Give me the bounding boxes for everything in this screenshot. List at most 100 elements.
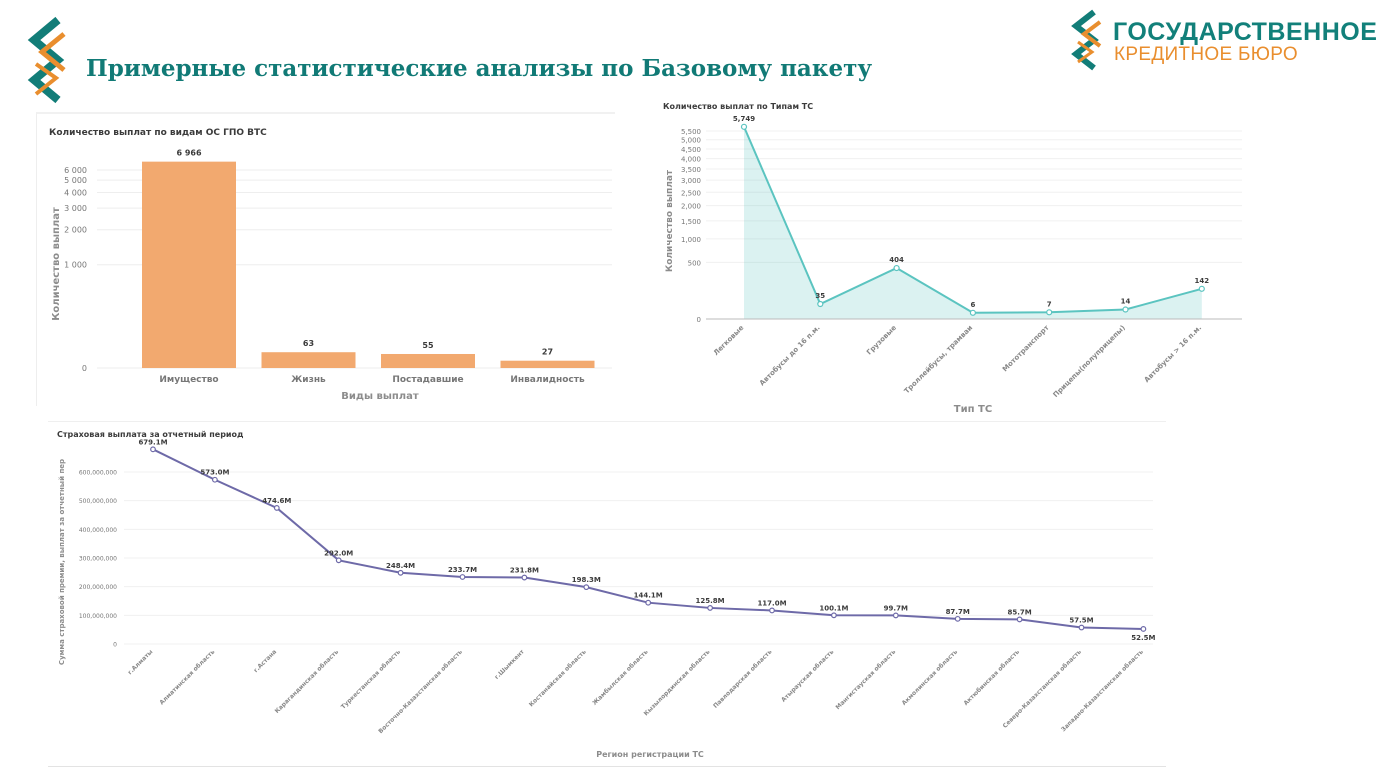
y-tick-label: 1 000 xyxy=(64,261,87,270)
y-tick-label: 0 xyxy=(82,364,87,373)
x-axis-label: Виды выплат xyxy=(341,391,419,402)
x-tick-label: Имущество xyxy=(159,375,218,385)
brand-name-line2: КРЕДИТНОЕ БЮРО xyxy=(1114,44,1298,65)
data-label: 27 xyxy=(542,348,553,357)
y-tick-label: 600,000,000 xyxy=(79,470,117,477)
data-label: 679.1M xyxy=(138,438,167,446)
data-point xyxy=(707,605,713,611)
data-point xyxy=(521,574,528,581)
x-tick-label: Легковые xyxy=(712,324,746,358)
x-tick-label: Акмолинская область xyxy=(901,648,960,707)
y-tick-label: 400,000,000 xyxy=(79,527,117,534)
y-tick-label: 500 xyxy=(688,259,701,267)
y-tick-label: 2,000 xyxy=(681,203,701,211)
x-tick-label: Карагандинская область xyxy=(274,648,341,715)
data-label: 233.7M xyxy=(448,566,477,574)
y-tick-label: 4,500 xyxy=(681,146,701,154)
data-point xyxy=(1078,624,1085,631)
y-tick-label: 500,000,000 xyxy=(79,498,117,505)
data-label: 57.5M xyxy=(1069,617,1093,625)
chart-title: Количество выплат по Типам ТС xyxy=(663,102,813,111)
y-axis-label: Количество выплат xyxy=(51,207,62,321)
data-label: 404 xyxy=(889,256,904,264)
logo-mark xyxy=(22,14,74,110)
data-label: 87.7M xyxy=(946,608,970,616)
y-tick-label: 4 000 xyxy=(64,188,87,197)
bar xyxy=(142,161,236,368)
data-label: 198.3M xyxy=(572,576,601,584)
data-label: 99.7M xyxy=(884,604,908,612)
y-axis-label: Количество выплат xyxy=(665,169,675,272)
y-tick-label: 1,500 xyxy=(681,218,701,226)
brand-mark-icon xyxy=(1071,9,1102,71)
x-tick-label: Жамбылская область xyxy=(591,648,649,706)
data-label: 6 966 xyxy=(176,149,201,158)
data-point xyxy=(1046,309,1053,316)
data-label: 35 xyxy=(815,292,825,300)
x-tick-label: Прицепы(полуприцепы) xyxy=(1052,324,1127,399)
chart-payouts-by-vehicle: Количество выплат по Типам ТС Количество… xyxy=(620,96,1260,420)
data-label: 248.4M xyxy=(386,562,415,570)
bar-chart-svg: Количество выплат по видам ОС ГПО ВТС Ко… xyxy=(49,128,612,402)
x-axis-label: Тип ТС xyxy=(954,404,992,415)
y-tick-label: 100,000,000 xyxy=(79,613,117,620)
data-point xyxy=(397,569,404,576)
chart-payouts-by-region: Страховая выплата за отчетный период Сум… xyxy=(48,421,1166,767)
x-tick-label: Костанайская область xyxy=(528,648,588,708)
y-axis-label: Сумма страховой премии, выплат за отчетн… xyxy=(58,459,66,665)
y-tick-label: 3,500 xyxy=(681,166,701,174)
data-point xyxy=(1198,285,1205,292)
line-chart-svg: Страховая выплата за отчетный период Сум… xyxy=(57,430,1156,759)
data-point xyxy=(211,476,218,483)
chart-title: Страховая выплата за отчетный период xyxy=(57,430,244,439)
data-label: 474.6M xyxy=(262,497,291,505)
bar xyxy=(500,360,595,368)
data-point xyxy=(817,300,824,308)
data-point xyxy=(892,612,899,619)
data-point xyxy=(954,615,961,622)
x-tick-label: Жизнь xyxy=(291,375,326,385)
y-tick-label: 5 000 xyxy=(64,176,87,185)
chart-payouts-by-type: Количество выплат по видам ОС ГПО ВТС Ко… xyxy=(36,112,615,406)
y-tick-label: 2 000 xyxy=(64,226,87,235)
y-tick-label: 5,500 xyxy=(681,128,701,136)
x-tick-label: Туркестанская область xyxy=(340,648,402,710)
y-tick-label: 0 xyxy=(113,642,117,649)
chart-title: Количество выплат по видам ОС ГПО ВТС xyxy=(49,128,267,138)
x-tick-label: Актюбинская область xyxy=(962,648,1021,707)
x-tick-label: Алматинская область xyxy=(158,648,216,706)
y-tick-label: 5,000 xyxy=(681,137,701,145)
data-label: 100.1M xyxy=(819,604,848,612)
x-tick-label: Троллейбусы, трамваи xyxy=(903,324,975,396)
data-point xyxy=(459,574,466,580)
brand-logo: ГОСУДАРСТВЕННОЕ КРЕДИТНОЕ БЮРО xyxy=(1068,8,1377,72)
data-label: 52.5M xyxy=(1131,634,1155,642)
data-label: 14 xyxy=(1121,298,1131,306)
y-tick-label: 300,000,000 xyxy=(79,556,117,563)
data-point xyxy=(1122,306,1129,313)
series-area xyxy=(744,126,1202,319)
data-point xyxy=(969,309,976,316)
data-label: 231.8M xyxy=(510,567,539,575)
x-tick-label: Автобусы до 16 п.м. xyxy=(758,324,822,388)
x-tick-label: г.Астана xyxy=(253,648,279,674)
x-tick-label: Инвалидность xyxy=(510,375,585,385)
x-axis-label: Регион регистрации ТС xyxy=(596,750,704,759)
y-tick-label: 1,000 xyxy=(681,236,701,244)
data-label: 63 xyxy=(303,339,314,348)
y-tick-label: 6 000 xyxy=(64,166,87,175)
data-label: 125.8M xyxy=(696,597,725,605)
data-label: 573.0M xyxy=(200,469,229,477)
data-point xyxy=(1140,626,1147,632)
x-tick-label: Атырауская область xyxy=(780,648,835,703)
data-point xyxy=(769,607,775,614)
area-chart-svg: Количество выплат по Типам ТС Количество… xyxy=(663,102,1242,415)
data-point xyxy=(1016,616,1023,623)
series-line xyxy=(743,126,1203,314)
data-label: 292.0M xyxy=(324,549,353,557)
x-tick-label: Павлодарская область xyxy=(712,648,774,710)
x-tick-label: Мангистауская область xyxy=(834,648,897,711)
x-tick-label: Грузовые xyxy=(865,324,898,357)
data-point xyxy=(273,505,280,511)
bar xyxy=(381,353,475,368)
